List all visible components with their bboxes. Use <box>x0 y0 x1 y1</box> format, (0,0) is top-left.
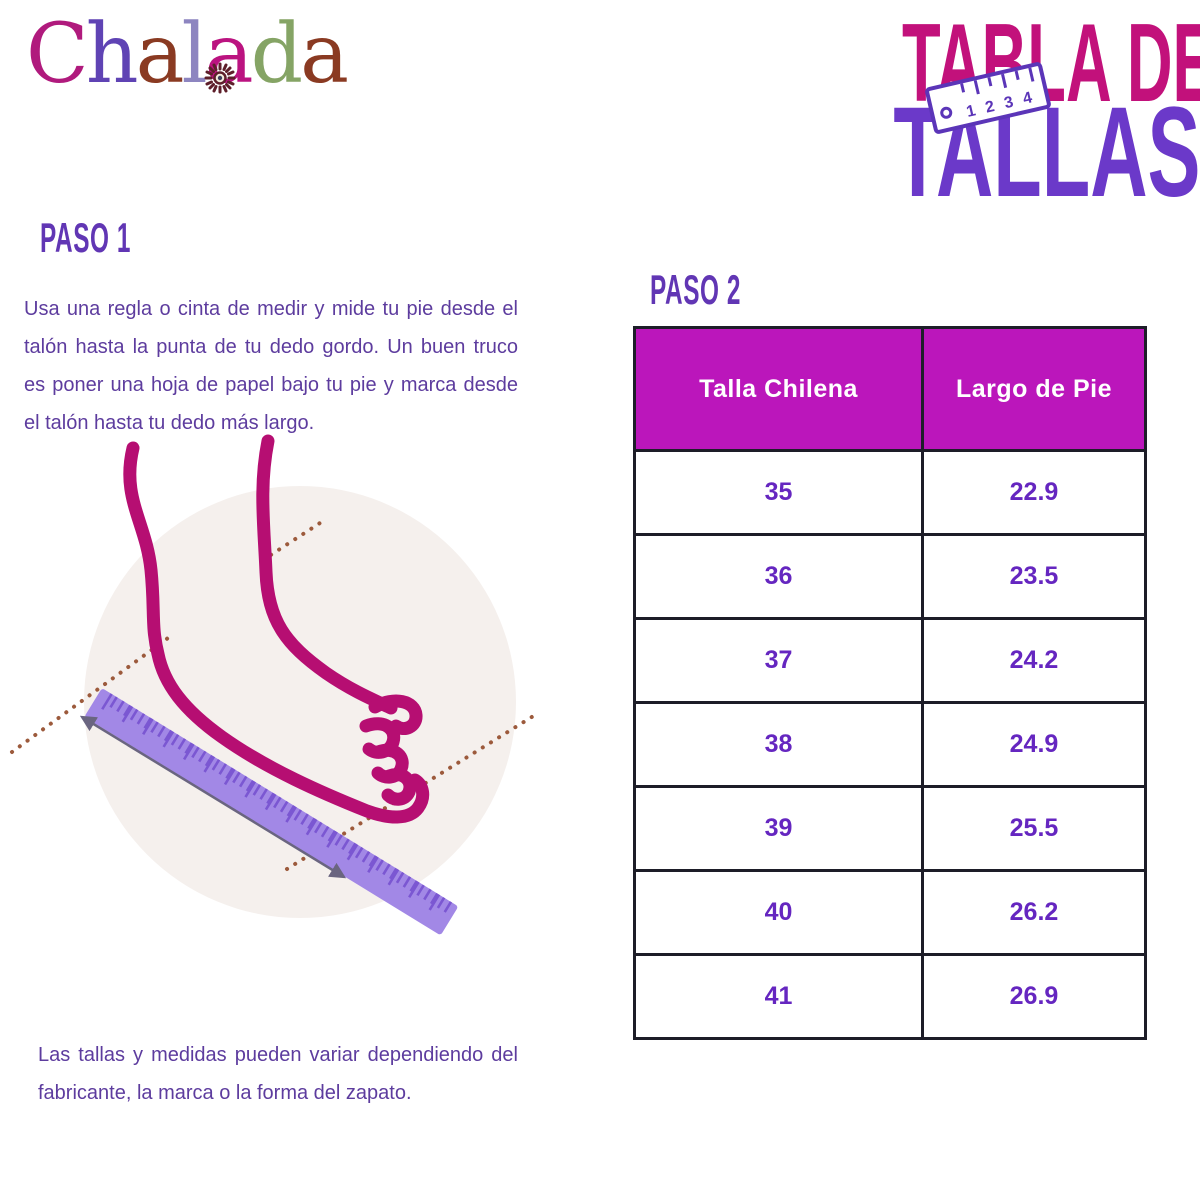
logo-letter: a <box>300 7 349 102</box>
ruler-icon-tick <box>987 76 993 87</box>
logo-letter: a <box>135 7 185 102</box>
logo-letter: h <box>85 7 139 102</box>
ruler-icon-tick <box>1001 73 1008 89</box>
table-row: 37 24.2 <box>633 617 1147 704</box>
ruler-icon-tick <box>1028 67 1035 82</box>
table-row: 41 26.9 <box>633 953 1147 1040</box>
table-row: 39 25.5 <box>633 785 1147 872</box>
page-title: TABLA DE TALLAS 1 2 3 4 <box>828 0 1200 230</box>
talla-value: 39 <box>633 785 924 872</box>
foot-measurement-illustration <box>10 434 537 935</box>
ruler-icon-tick <box>960 83 966 93</box>
talla-value: 38 <box>633 701 924 788</box>
size-table: Talla Chilena Largo de Pie 35 22.9 36 23… <box>633 326 1147 1040</box>
step1-heading-text: PASO 1 <box>40 214 132 261</box>
talla-value: 37 <box>633 617 924 704</box>
logo-letter: l <box>181 7 207 102</box>
foot-outline <box>123 434 430 824</box>
step1-heading: PASO 1 <box>40 217 197 259</box>
table-row: 35 22.9 <box>633 449 1147 536</box>
brand-logo: Chalada <box>26 7 349 102</box>
logo-letter: C <box>26 7 89 102</box>
size-table-header-row: Talla Chilena Largo de Pie <box>633 326 1147 452</box>
column-header-talla-chilena: Talla Chilena <box>633 326 924 452</box>
largo-value: 23.5 <box>921 533 1147 620</box>
talla-value: 40 <box>633 869 924 956</box>
logo-flower-icon <box>204 62 236 94</box>
table-row: 40 26.2 <box>633 869 1147 956</box>
largo-value: 26.2 <box>921 869 1147 956</box>
largo-value: 22.9 <box>921 449 1147 536</box>
talla-value: 41 <box>633 953 924 1040</box>
ruler-icon-tick <box>1014 70 1020 81</box>
talla-value: 35 <box>633 449 924 536</box>
ruler-icon-tick <box>973 80 980 95</box>
step1-body: Usa una regla o cinta de medir y mide tu… <box>24 298 518 434</box>
table-row: 36 23.5 <box>633 533 1147 620</box>
largo-value: 26.9 <box>921 953 1147 1040</box>
largo-value: 25.5 <box>921 785 1147 872</box>
largo-value: 24.9 <box>921 701 1147 788</box>
column-header-largo-de-pie: Largo de Pie <box>921 326 1147 452</box>
measurement-arrow <box>79 715 347 879</box>
logo-letter: d <box>250 7 303 102</box>
table-row: 38 24.9 <box>633 701 1147 788</box>
step2-heading: PASO 2 <box>650 269 807 311</box>
disclaimer-text: Las tallas y medidas pueden variar depen… <box>38 1044 518 1104</box>
talla-value: 36 <box>633 533 924 620</box>
step2-heading-text: PASO 2 <box>650 266 742 313</box>
largo-value: 24.2 <box>921 617 1147 704</box>
ruler-icon-hole <box>939 105 954 120</box>
